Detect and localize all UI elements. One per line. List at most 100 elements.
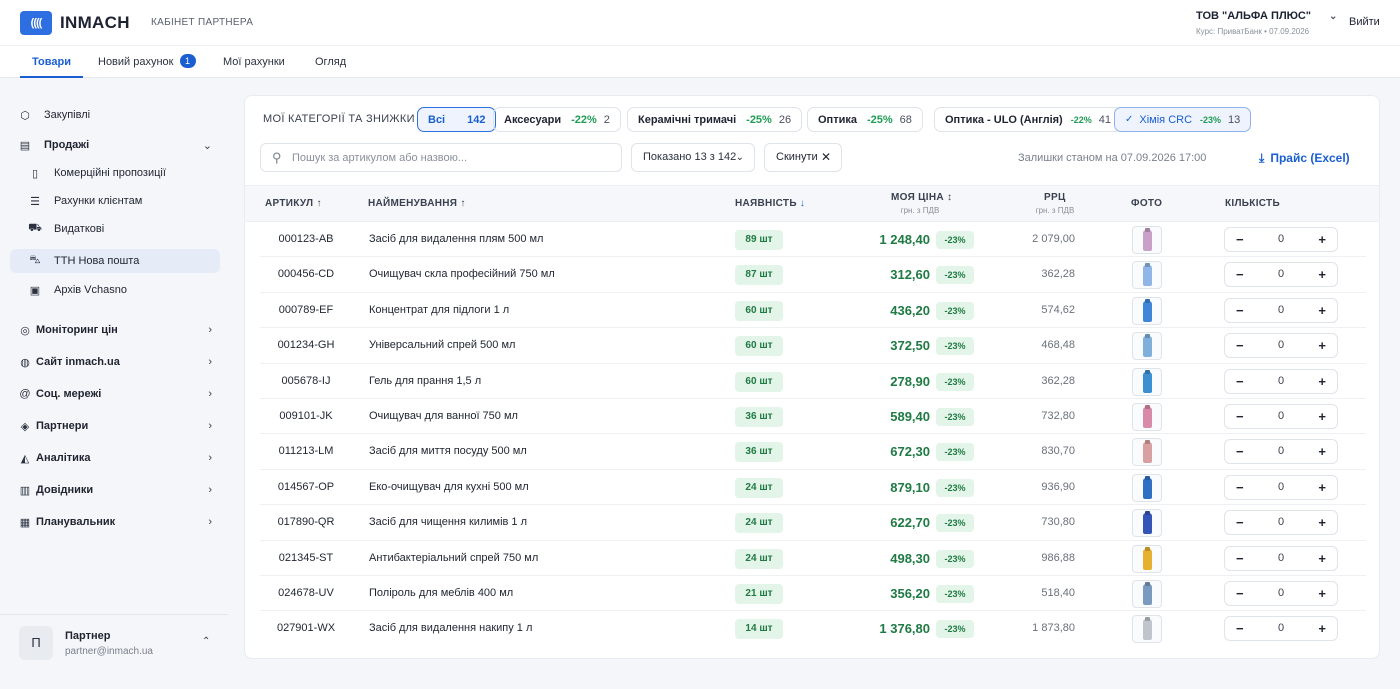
sidebar-item-analytics[interactable]: ◭ Аналітика › <box>10 446 220 470</box>
header-price[interactable]: МОЯ ЦІНА ↕ <box>891 192 953 203</box>
sidebar-item-expenses[interactable]: ⛟ Видаткові <box>10 217 220 241</box>
plus-icon[interactable]: + <box>1318 338 1326 354</box>
product-photo[interactable] <box>1132 402 1162 431</box>
tab-new-invoice[interactable]: Новий рахунок 1 <box>98 46 196 78</box>
quantity-value[interactable]: 0 <box>1277 303 1285 316</box>
quantity-value[interactable]: 0 <box>1277 622 1285 635</box>
category-chip-accessories[interactable]: Аксесуари -22% 2 <box>493 107 621 132</box>
product-name[interactable]: Очищувач для ванної 750 мл <box>369 409 518 422</box>
quantity-value[interactable]: 0 <box>1277 268 1285 281</box>
product-name[interactable]: Гель для прання 1,5 л <box>369 374 482 387</box>
product-photo[interactable] <box>1132 544 1162 573</box>
minus-icon[interactable]: − <box>1236 338 1244 354</box>
product-photo[interactable] <box>1132 367 1162 396</box>
category-chip-optics[interactable]: Оптика -25% 68 <box>807 107 923 132</box>
quantity-value[interactable]: 0 <box>1277 480 1285 493</box>
logout-button[interactable]: Вийти <box>1349 16 1380 28</box>
quantity-value[interactable]: 0 <box>1277 516 1285 529</box>
category-chip-crc[interactable]: ✓ Хімія CRC -23% 13 <box>1114 107 1252 132</box>
product-photo[interactable] <box>1132 261 1162 290</box>
company-selector[interactable]: ТОВ "АЛЬФА ПЛЮС" ⌄ Курс: ПриватБанк • 07.… <box>1196 10 1337 36</box>
plus-icon[interactable]: + <box>1318 408 1326 424</box>
minus-icon[interactable]: − <box>1236 444 1244 460</box>
product-photo[interactable] <box>1132 226 1162 254</box>
table-row[interactable]: 005678-IJ Гель для прання 1,5 л 60 шт 278,9… <box>260 364 1366 399</box>
minus-icon[interactable]: − <box>1236 585 1244 601</box>
table-row[interactable]: 017890-QR Засіб для чищення килимів 1 л 24… <box>260 505 1366 541</box>
minus-icon[interactable]: − <box>1236 515 1244 531</box>
header-name[interactable]: НАЙМЕНУВАННЯ ↑ <box>368 198 466 209</box>
sidebar-item-directories[interactable]: ▥ Довідники › <box>10 478 220 502</box>
product-photo[interactable] <box>1132 579 1162 608</box>
minus-icon[interactable]: − <box>1236 267 1244 283</box>
category-chip-all[interactable]: Всі 142 <box>417 107 497 132</box>
sidebar-item-nova-poshta[interactable]: ⛍ ТТН Нова пошта <box>10 249 220 273</box>
quantity-value[interactable]: 0 <box>1277 374 1285 387</box>
product-photo[interactable] <box>1132 438 1162 467</box>
table-row[interactable]: 011213-LM Засіб для миття посуду 500 мл 36… <box>260 434 1366 470</box>
minus-icon[interactable]: − <box>1236 232 1244 247</box>
sidebar-item-purchases[interactable]: ⬡ Закупівлі <box>10 103 220 127</box>
plus-icon[interactable]: + <box>1318 621 1326 637</box>
reset-button[interactable]: Скинути ✕ <box>764 143 842 172</box>
quantity-value[interactable]: 0 <box>1277 339 1285 352</box>
product-name[interactable]: Універсальний спрей 500 мл <box>369 339 516 352</box>
quantity-value[interactable]: 0 <box>1277 409 1285 422</box>
product-photo[interactable] <box>1132 473 1162 502</box>
table-row[interactable]: 014567-OP Еко-очищувач для кухні 500 мл 24… <box>260 470 1366 506</box>
product-name[interactable]: Антибактеріальний спрей 750 мл <box>369 551 539 564</box>
plus-icon[interactable]: + <box>1318 585 1326 601</box>
minus-icon[interactable]: − <box>1236 408 1244 424</box>
search-input[interactable] <box>292 149 612 167</box>
product-name[interactable]: Еко-очищувач для кухні 500 мл <box>369 480 529 493</box>
header-stock[interactable]: НАЯВНІСТЬ ↓ <box>735 198 805 209</box>
product-name[interactable]: Засіб для миття посуду 500 мл <box>369 445 527 458</box>
product-photo[interactable] <box>1132 296 1162 325</box>
sidebar-item-price-monitoring[interactable]: ◎ Моніторинг цін › <box>10 318 220 342</box>
price-excel-button[interactable]: ⤓ Прайс (Excel) <box>1259 151 1350 166</box>
sidebar-item-partners[interactable]: ◈ Партнери › <box>10 414 220 438</box>
category-chip-ceramic[interactable]: Керамічні тримачі -25% 26 <box>627 107 803 132</box>
shown-count-dropdown[interactable]: Показано 13 з 142 ⌄ <box>631 143 755 172</box>
quantity-value[interactable]: 0 <box>1277 551 1285 564</box>
sidebar-item-planner[interactable]: ▦ Планувальник › <box>10 510 220 534</box>
plus-icon[interactable]: + <box>1318 479 1326 495</box>
user-profile[interactable]: П Партнер partner@inmach.ua ⌃ <box>0 614 228 689</box>
plus-icon[interactable]: + <box>1318 267 1326 283</box>
table-row[interactable]: 024678-UV Поліроль для меблів 400 мл 21 шт… <box>260 576 1366 612</box>
product-photo[interactable] <box>1132 332 1162 361</box>
sidebar-item-client-invoices[interactable]: ☰ Рахунки клієнтам <box>10 189 220 213</box>
tab-products[interactable]: Товари <box>20 46 83 78</box>
minus-icon[interactable]: − <box>1236 302 1244 318</box>
sidebar-item-social[interactable]: @ Соц. мережі › <box>10 382 220 406</box>
quantity-value[interactable]: 0 <box>1277 445 1285 458</box>
table-row[interactable]: 000789-EF Концентрат для підлоги 1 л 60 шт… <box>260 293 1366 329</box>
product-name[interactable]: Концентрат для підлоги 1 л <box>369 303 510 316</box>
plus-icon[interactable]: + <box>1318 515 1326 531</box>
product-photo[interactable] <box>1132 509 1162 538</box>
table-row[interactable]: 000456-CD Очищувач скла професійний 750 м… <box>260 257 1366 293</box>
product-photo[interactable] <box>1132 615 1162 644</box>
table-row[interactable]: 000123-AB Засіб для видалення плям 500 мл… <box>260 222 1366 258</box>
minus-icon[interactable]: − <box>1236 373 1244 389</box>
quantity-value[interactable]: 0 <box>1277 586 1285 599</box>
table-row[interactable]: 021345-ST Антибактеріальний спрей 750 мл 2… <box>260 541 1366 576</box>
plus-icon[interactable]: + <box>1318 550 1326 566</box>
header-sku[interactable]: АРТИКУЛ ↑ <box>265 198 322 209</box>
quantity-value[interactable]: 0 <box>1277 233 1285 245</box>
sidebar-item-sales[interactable]: ▤ Продажі ⌄ <box>10 133 220 157</box>
plus-icon[interactable]: + <box>1318 232 1326 247</box>
product-name[interactable]: Засіб для чищення килимів 1 л <box>369 516 528 529</box>
tab-overview[interactable]: Огляд <box>315 46 346 78</box>
product-name[interactable]: Поліроль для меблів 400 мл <box>369 586 514 599</box>
product-name[interactable]: Засіб для видалення накипу 1 л <box>369 622 533 635</box>
sidebar-item-proposals[interactable]: ▯ Комерційні пропозиції <box>10 161 220 185</box>
plus-icon[interactable]: + <box>1318 373 1326 389</box>
tab-my-invoices[interactable]: Мої рахунки <box>223 46 285 78</box>
minus-icon[interactable]: − <box>1236 479 1244 495</box>
table-row[interactable]: 027901-WX Засіб для видалення накипу 1 л 1… <box>260 611 1366 646</box>
minus-icon[interactable]: − <box>1236 621 1244 637</box>
chevron-up-icon[interactable]: ⌃ <box>202 636 211 647</box>
product-name[interactable]: Очищувач скла професійний 750 мл <box>369 268 555 281</box>
plus-icon[interactable]: + <box>1318 444 1326 460</box>
